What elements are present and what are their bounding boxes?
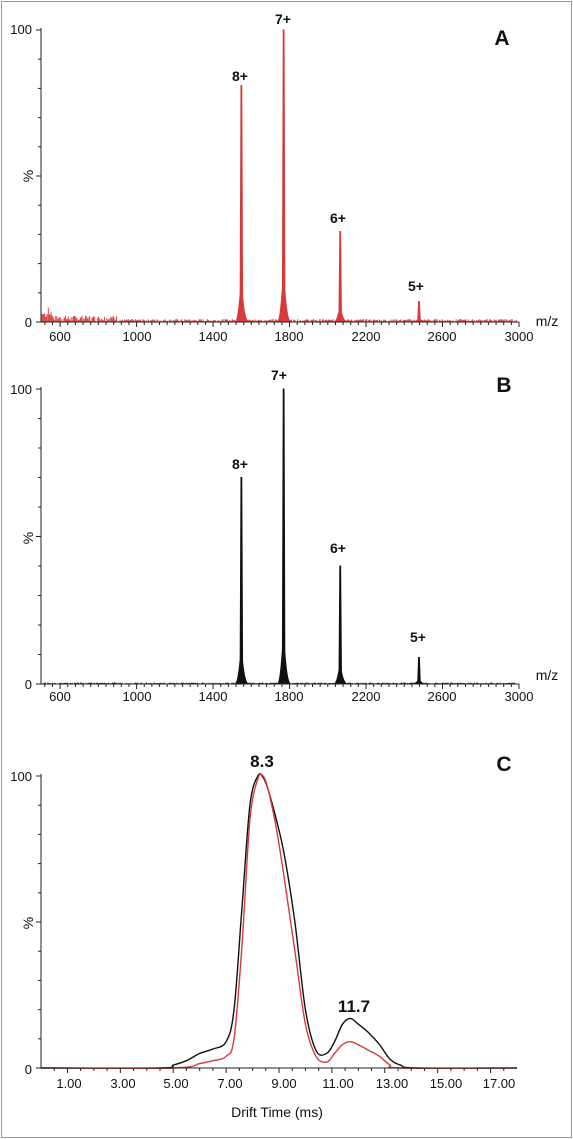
panel-c-x-tick-label: 9.00	[271, 1076, 296, 1091]
panel-c-annotation: 8.3	[250, 752, 274, 771]
panel-c-letter: C	[496, 753, 511, 776]
panel-a-y-ticks	[36, 29, 41, 323]
panel-b-x-tick-label: 1800	[275, 689, 304, 704]
panel-a-peak-label: 6+	[330, 210, 346, 226]
panel-b-y-tick-0: 0	[25, 677, 32, 692]
panel-a-peak-label: 5+	[408, 278, 424, 294]
panel-c-y-tick-100: 100	[10, 769, 32, 784]
panel-c-lines	[40, 773, 518, 1070]
panel-c-x-tick-label: 17.00	[483, 1076, 516, 1091]
panel-a-x-tick-label: 1000	[123, 329, 152, 344]
panel-a: 100 0 % m/z A 600 1000 1400 1800 2200 26…	[10, 11, 558, 344]
panel-a-peaks	[234, 29, 427, 323]
panel-c: 100 0 % Drift Time (ms) C 1.00 3.00 5.00…	[10, 752, 518, 1120]
panel-a-x-tick-label: 2200	[352, 329, 381, 344]
panel-a-peak-label: 8+	[232, 68, 248, 84]
panel-a-y-tick-100: 100	[10, 22, 32, 37]
panel-a-x-tick-label: 600	[49, 329, 71, 344]
peak	[276, 29, 292, 323]
peak	[276, 388, 292, 685]
panel-b-peaks	[234, 388, 427, 685]
panel-c-x-tick-label: 11.00	[322, 1076, 354, 1091]
panel-c-x-tick-label: 3.00	[110, 1076, 135, 1091]
peak	[234, 84, 250, 323]
panel-b: 100 0 % m/z B 600 1000 1400 1800 2200 26…	[10, 367, 558, 704]
panel-b-x-tick-label: 2600	[428, 689, 457, 704]
drift-series-line	[40, 773, 518, 1070]
panel-c-xlabel: Drift Time (ms)	[231, 1104, 323, 1120]
panel-a-x-tick-label: 3000	[505, 329, 534, 344]
panel-b-peak-label: 8+	[232, 456, 248, 472]
panel-b-x-tick-label: 3000	[505, 689, 534, 704]
panel-c-annotation: 11.7	[338, 997, 370, 1016]
panel-a-x-tick-label: 1400	[199, 329, 228, 344]
panel-b-peak-label: 5+	[410, 629, 426, 645]
drift-series-line	[40, 773, 518, 1069]
panel-c-x-ticks	[53, 1068, 505, 1073]
peak	[234, 477, 250, 685]
panel-a-x-tick-label: 2600	[428, 329, 457, 344]
panel-a-y-tick-0: 0	[25, 315, 32, 330]
panel-b-x-tick-label: 1400	[199, 689, 228, 704]
panel-b-peak-label: 6+	[330, 540, 346, 556]
panel-a-peak-label: 7+	[275, 11, 291, 27]
panel-b-xlabel: m/z	[536, 667, 559, 683]
panel-a-x-ticks	[44, 322, 520, 327]
peak	[333, 565, 348, 685]
panel-b-letter: B	[496, 374, 511, 397]
panel-c-y-ticks	[36, 775, 41, 1069]
peak	[333, 230, 348, 323]
panel-c-x-tick-label: 1.00	[56, 1076, 81, 1091]
panel-b-peak-label: 7+	[271, 367, 287, 383]
panel-b-x-ticks	[44, 684, 520, 689]
panel-c-x-tick-label: 5.00	[163, 1076, 188, 1091]
panel-b-ylabel: %	[20, 532, 36, 544]
panel-c-ylabel: %	[20, 917, 36, 929]
panel-a-x-tick-label: 1800	[275, 329, 304, 344]
panel-c-y-tick-0: 0	[25, 1062, 32, 1077]
panel-b-y-ticks	[36, 388, 41, 685]
panel-b-x-tick-label: 1000	[123, 689, 152, 704]
panel-a-letter: A	[494, 27, 509, 50]
panel-c-x-tick-label: 13.00	[376, 1076, 409, 1091]
panel-b-x-tick-label: 2200	[352, 689, 381, 704]
panel-a-xlabel: m/z	[536, 313, 559, 329]
panel-c-x-tick-label: 7.00	[217, 1076, 242, 1091]
panel-a-ylabel: %	[20, 170, 36, 182]
panel-b-y-tick-100: 100	[10, 382, 32, 397]
panel-c-x-tick-label: 15.00	[430, 1076, 463, 1091]
panel-b-x-tick-label: 600	[49, 689, 71, 704]
